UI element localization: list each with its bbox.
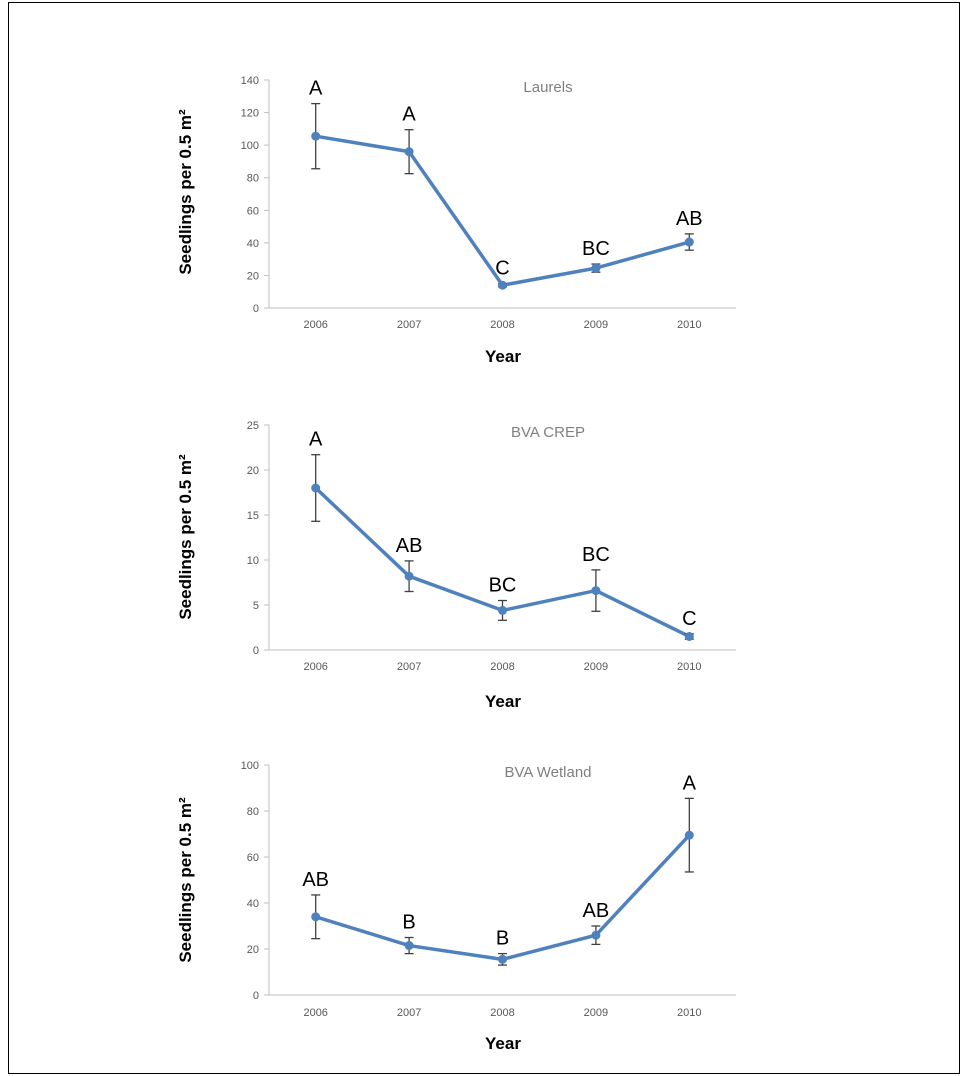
x-tick-label: 2007 (397, 661, 421, 673)
x-tick-label: 2009 (584, 1007, 608, 1019)
y-tick-label: 20 (247, 270, 259, 282)
data-point (311, 483, 321, 493)
data-point (404, 147, 414, 157)
chart-panel-1: 0 20 40 60 80 100 120 140 2006 2007 2008 2009 2010 La… (176, 75, 736, 366)
y-tick-label: 20 (247, 944, 259, 956)
x-tick-label: 2008 (490, 1007, 514, 1019)
x-axis-title: Year (485, 692, 521, 711)
x-tick-label: 2007 (397, 319, 421, 331)
significance-letter: AB (302, 869, 329, 891)
y-tick-label: 120 (241, 108, 259, 120)
data-point (311, 131, 321, 141)
y-tick-label: 40 (247, 898, 259, 910)
x-tick-label: 2009 (584, 319, 608, 331)
data-point (498, 954, 507, 964)
significance-letter: B (402, 912, 415, 934)
figure-frame (8, 2, 960, 1074)
chart-panel-3: 0 20 40 60 80 100 2006 2007 2008 2009 2010 BVA Wetl… (176, 760, 736, 1053)
x-tick-label: 2010 (677, 1007, 701, 1019)
y-tick-label: 60 (247, 852, 259, 864)
data-point (684, 830, 694, 840)
data-point (498, 605, 507, 615)
y-tick-label: 40 (247, 238, 259, 250)
significance-letter: BC (489, 575, 517, 597)
y-tick-label: 20 (247, 465, 259, 477)
y-tick-label: 0 (253, 990, 259, 1002)
x-axis-title: Year (485, 347, 521, 366)
x-tick-label: 2009 (584, 661, 608, 673)
chart-title: BVA Wetland (505, 764, 592, 781)
data-point (404, 571, 414, 581)
significance-letter: C (682, 608, 696, 630)
data-point (591, 586, 601, 596)
significance-letter: A (309, 78, 323, 100)
x-tick-label: 2006 (303, 661, 327, 673)
significance-letter: A (402, 104, 416, 126)
chart-panel-2: 0 5 10 15 20 25 2006 2007 2008 2009 2010 BVA CREP Ye… (176, 420, 736, 711)
y-tick-label: 25 (247, 420, 259, 432)
x-tick-label: 2010 (677, 319, 701, 331)
y-axis-title: Seedlings per 0.5 m² (176, 454, 195, 620)
chart-title: Laurels (523, 79, 572, 96)
data-point (684, 237, 694, 247)
y-tick-label: 60 (247, 205, 259, 217)
data-point (591, 263, 601, 273)
significance-letter: B (496, 928, 509, 950)
y-tick-label: 100 (241, 140, 259, 152)
y-axis-title: Seedlings per 0.5 m² (176, 797, 195, 963)
data-point (311, 912, 321, 922)
data-point (684, 632, 694, 641)
x-tick-label: 2007 (397, 1007, 421, 1019)
data-point (591, 930, 601, 940)
data-point (404, 941, 414, 951)
x-tick-label: 2006 (303, 319, 327, 331)
y-axis-title: Seedlings per 0.5 m² (176, 109, 195, 275)
x-tick-label: 2010 (677, 661, 701, 673)
chart-title: BVA CREP (511, 424, 585, 441)
x-tick-label: 2008 (490, 319, 514, 331)
significance-letter: AB (396, 535, 423, 557)
significance-letter: AB (676, 208, 703, 230)
significance-letter: A (683, 772, 697, 794)
y-tick-label: 100 (241, 760, 259, 772)
y-tick-label: 0 (253, 645, 259, 657)
y-tick-label: 0 (253, 303, 259, 315)
y-tick-label: 15 (247, 510, 259, 522)
y-tick-label: 80 (247, 173, 259, 185)
y-tick-label: 140 (241, 75, 259, 87)
y-tick-label: 80 (247, 806, 259, 818)
y-tick-label: 5 (253, 600, 259, 612)
significance-letter: BC (582, 544, 610, 566)
y-tick-label: 10 (247, 555, 259, 567)
significance-letter: AB (583, 900, 610, 922)
data-point (498, 280, 507, 290)
significance-letter: C (495, 258, 509, 280)
significance-letter: BC (582, 238, 610, 260)
x-tick-label: 2006 (303, 1007, 327, 1019)
x-axis-title: Year (485, 1034, 521, 1053)
x-tick-label: 2008 (490, 661, 514, 673)
significance-letter: A (309, 429, 323, 451)
